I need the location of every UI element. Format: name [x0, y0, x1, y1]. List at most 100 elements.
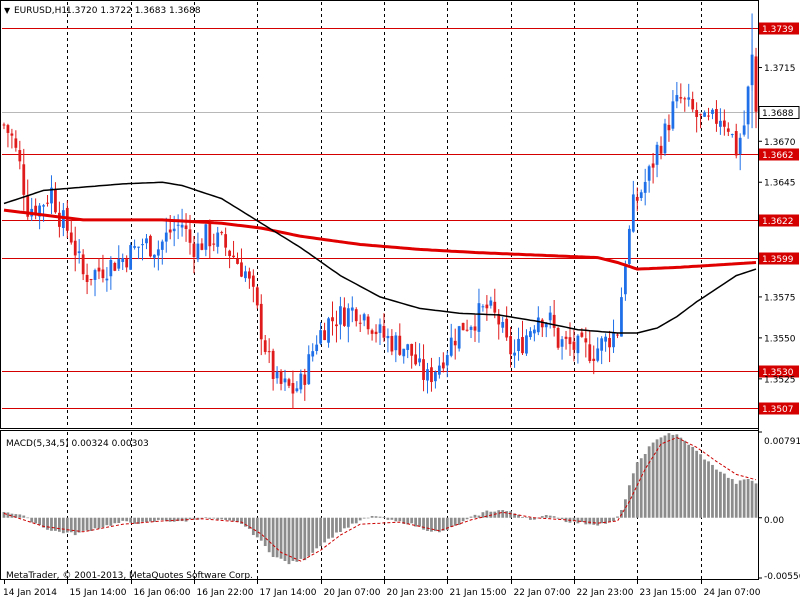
- candle-body[interactable]: [335, 324, 338, 327]
- candle-body[interactable]: [406, 344, 410, 350]
- candle-body[interactable]: [441, 362, 445, 369]
- candle-body[interactable]: [707, 115, 710, 117]
- macd-bar[interactable]: [232, 517, 235, 522]
- macd-bar[interactable]: [612, 517, 615, 522]
- candle-body[interactable]: [311, 351, 315, 357]
- macd-bar[interactable]: [631, 473, 635, 518]
- macd-bar[interactable]: [319, 517, 323, 547]
- candle-body[interactable]: [517, 338, 520, 352]
- moving-averages[interactable]: [3, 181, 757, 334]
- candle-body[interactable]: [342, 307, 346, 326]
- candle-body[interactable]: [323, 330, 326, 341]
- candle-body[interactable]: [14, 138, 18, 148]
- macd-bar[interactable]: [635, 462, 639, 518]
- macd-bar[interactable]: [734, 483, 738, 518]
- candle-body[interactable]: [200, 243, 204, 250]
- candle-body[interactable]: [18, 150, 22, 162]
- candle-body[interactable]: [255, 287, 259, 306]
- candle-body[interactable]: [635, 196, 639, 201]
- candle-body[interactable]: [251, 275, 255, 287]
- macd-bar[interactable]: [247, 517, 251, 529]
- candle-body[interactable]: [548, 312, 552, 321]
- macd-bar[interactable]: [675, 434, 679, 518]
- macd-bar[interactable]: [358, 517, 362, 521]
- candle-body[interactable]: [699, 114, 702, 116]
- candle-body[interactable]: [109, 259, 113, 277]
- macd-bar[interactable]: [287, 517, 291, 565]
- candle-body[interactable]: [513, 352, 516, 356]
- macd-bar[interactable]: [220, 517, 224, 520]
- macd-bar[interactable]: [275, 517, 279, 558]
- candle-body[interactable]: [398, 335, 402, 355]
- candle-body[interactable]: [141, 244, 144, 246]
- candle-body[interactable]: [453, 340, 457, 346]
- macd-bar[interactable]: [121, 517, 125, 521]
- candle-body[interactable]: [481, 306, 485, 308]
- macd-bar[interactable]: [133, 517, 136, 524]
- macd-bar[interactable]: [109, 517, 113, 526]
- macd-bar[interactable]: [251, 517, 255, 536]
- candle-body[interactable]: [232, 255, 235, 258]
- macd-bar[interactable]: [445, 517, 449, 531]
- candle-body[interactable]: [576, 335, 580, 354]
- macd-bar[interactable]: [42, 517, 45, 528]
- candle-body[interactable]: [596, 348, 600, 361]
- macd-bar[interactable]: [430, 517, 433, 532]
- macd-bar[interactable]: [145, 517, 148, 523]
- macd-bar[interactable]: [200, 517, 204, 519]
- candle-body[interactable]: [422, 359, 425, 380]
- macd-bar[interactable]: [730, 479, 734, 518]
- macd-bar[interactable]: [30, 517, 34, 523]
- candle-body[interactable]: [426, 369, 429, 381]
- macd-bar[interactable]: [402, 517, 406, 524]
- candle-body[interactable]: [600, 338, 604, 351]
- macd-bar[interactable]: [176, 517, 180, 522]
- candle-body[interactable]: [176, 224, 180, 226]
- macd-bar[interactable]: [6, 512, 10, 518]
- candle-body[interactable]: [386, 335, 390, 339]
- macd-bar[interactable]: [34, 517, 38, 524]
- candle-body[interactable]: [711, 109, 714, 114]
- candle-body[interactable]: [26, 195, 30, 217]
- candle-body[interactable]: [509, 336, 513, 355]
- candle-body[interactable]: [612, 332, 615, 348]
- candle-body[interactable]: [153, 254, 156, 258]
- macd-bar[interactable]: [449, 517, 453, 528]
- macd-bar[interactable]: [643, 454, 647, 518]
- candle-body[interactable]: [247, 271, 251, 279]
- macd-bar[interactable]: [742, 479, 746, 518]
- macd-bar[interactable]: [699, 454, 702, 518]
- macd-bar[interactable]: [548, 515, 552, 518]
- candle-body[interactable]: [639, 192, 643, 198]
- candle-body[interactable]: [125, 259, 129, 268]
- macd-bar[interactable]: [335, 517, 338, 533]
- candle-body[interactable]: [38, 205, 41, 217]
- macd-bar[interactable]: [655, 439, 659, 518]
- macd-bar[interactable]: [61, 517, 65, 534]
- macd-bar[interactable]: [667, 433, 671, 518]
- macd-bar[interactable]: [283, 517, 287, 561]
- candle-body[interactable]: [651, 163, 655, 168]
- candle-body[interactable]: [473, 326, 477, 331]
- candle-body[interactable]: [414, 354, 418, 365]
- candle-body[interactable]: [172, 228, 176, 232]
- macd-bar[interactable]: [600, 517, 604, 524]
- candle-body[interactable]: [647, 166, 651, 181]
- macd-bar[interactable]: [160, 517, 164, 521]
- macd-bar[interactable]: [168, 517, 172, 522]
- candle-body[interactable]: [556, 327, 560, 348]
- candle-body[interactable]: [236, 258, 239, 264]
- candle-body[interactable]: [184, 225, 188, 230]
- macd-bar[interactable]: [331, 517, 334, 538]
- candle-body[interactable]: [10, 133, 14, 136]
- macd-bar[interactable]: [14, 514, 18, 518]
- candle-body[interactable]: [738, 137, 742, 154]
- macd-bar[interactable]: [105, 517, 109, 526]
- candle-body[interactable]: [572, 341, 576, 350]
- candle-body[interactable]: [42, 205, 45, 207]
- candle-body[interactable]: [73, 240, 77, 256]
- candle-body[interactable]: [624, 266, 627, 295]
- macd-bar[interactable]: [532, 517, 536, 520]
- macd-bar[interactable]: [156, 517, 160, 520]
- macd-bar[interactable]: [525, 517, 528, 519]
